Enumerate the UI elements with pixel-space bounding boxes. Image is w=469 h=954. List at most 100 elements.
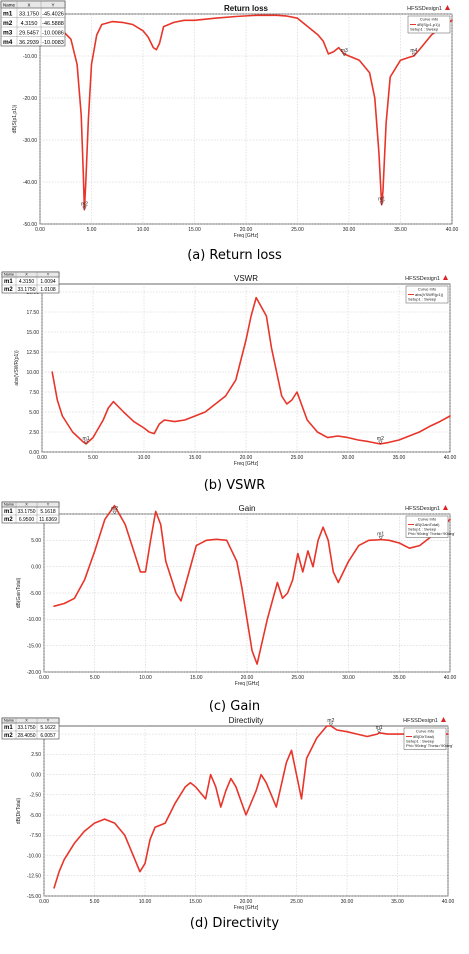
marker-table-cell: m1 — [4, 279, 13, 285]
legend-entry: Setup1 : Sweep — [408, 296, 437, 301]
x-tick-label: 35.00 — [394, 227, 407, 233]
x-tick-label: 25.00 — [291, 675, 304, 681]
series-line — [49, 14, 453, 211]
marker-table-cell: m1 — [4, 725, 13, 731]
marker-table-cell: 33.1750 — [17, 509, 35, 515]
legend-entry: abs(VSWR(p1)) — [415, 292, 444, 297]
marker-label: m2 — [111, 506, 118, 512]
marker-table-cell: -45.4026 — [42, 11, 64, 17]
y-tick-label: -20.00 — [27, 670, 41, 676]
y-axis-label: abs(VSWR(p1)) — [14, 350, 20, 386]
x-tick-label: 15.00 — [189, 455, 202, 461]
y-tick-label: -7.50 — [30, 833, 42, 839]
x-tick-label: 40.00 — [444, 455, 457, 461]
marker-m2: m2 — [377, 436, 384, 445]
x-tick-label: 5.00 — [90, 675, 100, 681]
marker-table-cell: m2 — [4, 733, 13, 739]
marker-m1: m1 — [377, 531, 384, 540]
legend-entry: Setup1 : Sweep — [408, 526, 437, 531]
legend-title: Curve Info — [418, 517, 437, 522]
marker-table-cell: 36.2939 — [19, 40, 39, 46]
x-tick-label: 10.00 — [138, 455, 151, 461]
y-tick-label: -50.00 — [23, 222, 37, 228]
y-tick-label: 15.00 — [26, 330, 39, 336]
x-tick-label: 15.00 — [189, 899, 202, 905]
marker-table-cell: 4.3150 — [19, 279, 35, 285]
marker-table-header: Name — [4, 719, 14, 723]
marker-m1: m1 — [378, 197, 385, 206]
marker-table: Name X Ym1 33.1750 5.1618 m2 6.9500 11.6369 — [1, 501, 60, 524]
x-tick-label: 20.00 — [240, 455, 253, 461]
marker-table-header: X — [25, 719, 28, 723]
x-axis-label: Freq [GHz] — [234, 905, 259, 911]
x-tick-label: 10.00 — [137, 227, 150, 233]
legend-entry: Setup1 : Sweep — [406, 738, 435, 743]
marker-table-header: Y — [47, 503, 50, 507]
marker-label: m3 — [341, 48, 348, 54]
x-tick-label: 30.00 — [343, 227, 356, 233]
y-axis-label: dB(S(p1,p1)) — [12, 104, 18, 133]
x-axis-label: Freq [GHz] — [235, 681, 260, 687]
marker-m2: m2 — [81, 202, 88, 211]
marker-label: m1 — [83, 436, 90, 442]
y-tick-label: -15.00 — [27, 643, 41, 649]
caption-vswr: (b) VSWR — [203, 478, 266, 493]
y-tick-label: 0.00 — [31, 772, 41, 778]
marker-table-header: Name — [3, 3, 16, 8]
ansoft-logo-icon — [443, 275, 448, 280]
y-tick-label: -10.00 — [23, 54, 37, 60]
legend-entry: dB(S(p1,p1)) — [417, 22, 441, 27]
marker-table-cell: m4 — [3, 39, 13, 46]
y-tick-label: 5.00 — [31, 538, 41, 544]
legend-title: Curve Info — [420, 17, 439, 22]
panel-directivity: 0.00 5.00 10.00 15.00 20.00 25.00 30.00 35.00 40… — [0, 716, 469, 916]
marker-table-header: X — [25, 503, 28, 507]
legend-entry: dB(GainTotal) — [415, 522, 440, 527]
y-tick-label: -5.00 — [30, 813, 42, 819]
x-axis-label: Freq [GHz] — [234, 233, 259, 239]
x-tick-label: 0.00 — [39, 675, 49, 681]
marker-table-cell: 28.4050 — [17, 733, 35, 739]
gain-chart: 0.00 5.00 10.00 15.00 20.00 25.00 30.00 35.00 40… — [1, 501, 457, 687]
marker-table-cell: m2 — [4, 287, 13, 293]
y-tick-label: 0.00 — [29, 450, 39, 456]
x-tick-label: 40.00 — [444, 675, 457, 681]
y-tick-label: 2.50 — [29, 430, 39, 436]
marker-label: m2 — [377, 436, 384, 442]
panel-gain: 0.00 5.00 10.00 15.00 20.00 25.00 30.00 35.00 40… — [0, 500, 469, 695]
panel-return-loss: 0.00 5.00 10.00 15.00 20.00 25.00 30.00 35.00 40… — [0, 0, 469, 250]
legend-title: Curve Info — [418, 287, 437, 292]
marker-m2: m2 — [111, 506, 118, 515]
y-tick-label: -10.00 — [27, 853, 41, 859]
x-tick-label: 25.00 — [291, 227, 304, 233]
brand-label: HFSSDesign1 — [403, 718, 438, 724]
marker-table-cell: m2 — [3, 20, 13, 27]
marker-m1: m1 — [83, 436, 90, 445]
marker-m1: m1 — [376, 725, 383, 734]
y-tick-label: 17.50 — [26, 310, 39, 316]
chart-title: Directivity — [229, 716, 264, 725]
x-tick-label: 20.00 — [241, 675, 254, 681]
brand-label: HFSSDesign1 — [407, 6, 442, 12]
x-axis-label: Freq [GHz] — [234, 461, 259, 467]
marker-table-header: Y — [47, 273, 50, 277]
marker-label: m1 — [376, 725, 383, 731]
x-tick-label: 15.00 — [188, 227, 201, 233]
x-tick-label: 5.00 — [90, 899, 100, 905]
marker-m3: m3 — [341, 48, 348, 57]
marker-label: m4 — [410, 48, 417, 54]
y-tick-label: -2.50 — [30, 793, 42, 799]
marker-table-cell: 5.1618 — [40, 509, 56, 515]
marker-m2: m2 — [327, 718, 335, 727]
marker-table-cell: -10.0086 — [42, 30, 64, 36]
legend-entry: dB(DirTotal) — [413, 734, 435, 739]
marker-table: Name X Ym1 33.1750 -45.4026 m2 4.3150 -46.5888 m… — [0, 0, 66, 47]
x-tick-label: 40.00 — [446, 227, 459, 233]
y-tick-label: -15.00 — [27, 894, 41, 900]
x-tick-label: 10.00 — [139, 899, 152, 905]
marker-table-header: Y — [51, 3, 54, 8]
marker-label: m1 — [377, 531, 384, 537]
